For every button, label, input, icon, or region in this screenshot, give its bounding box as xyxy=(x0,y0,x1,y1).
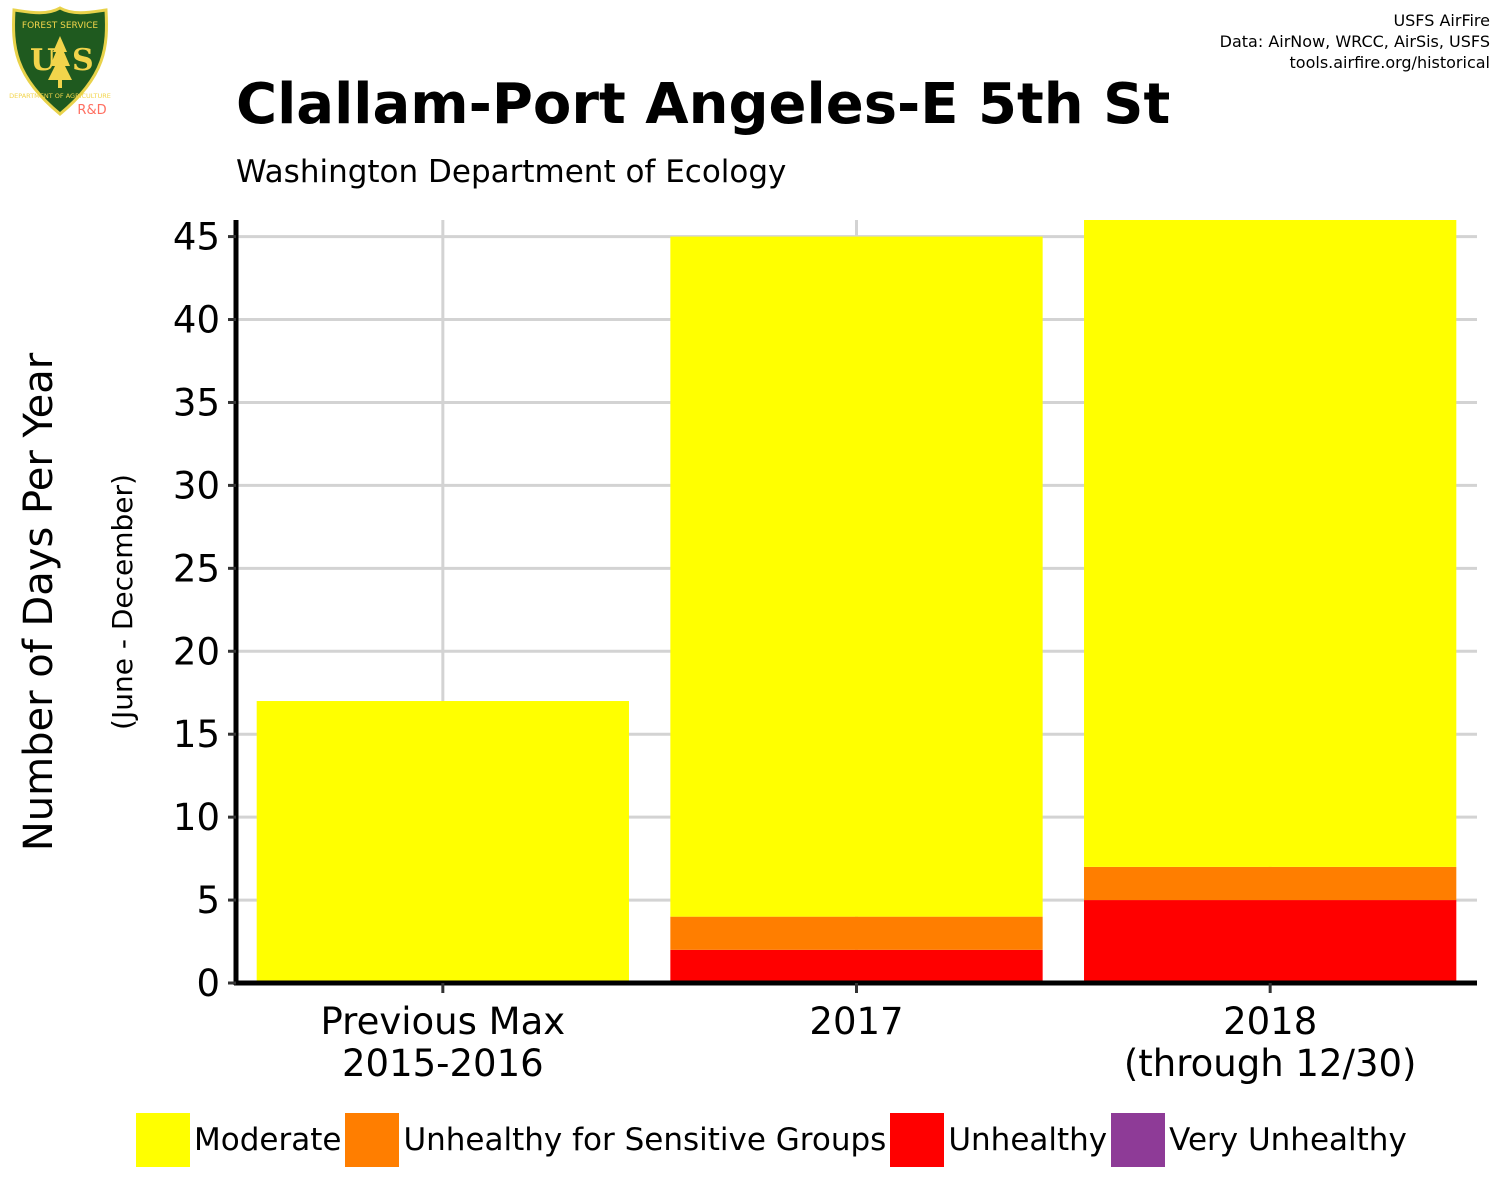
bar-segment xyxy=(670,916,1043,950)
credits: USFS AirFire Data: AirNow, WRCC, AirSis,… xyxy=(1220,10,1490,73)
legend-item: Unhealthy xyxy=(890,1113,1107,1167)
credit-line: tools.airfire.org/historical xyxy=(1289,53,1490,72)
legend-label: Unhealthy xyxy=(948,1122,1108,1158)
y-tick-label: 5 xyxy=(196,879,220,922)
legend-swatch xyxy=(345,1113,400,1167)
x-tick-label: 2017 xyxy=(809,1000,903,1043)
bar-segment xyxy=(670,949,1043,983)
logo-letter-s: S xyxy=(72,43,94,78)
bar-segment xyxy=(1084,220,1457,867)
y-tick-label: 0 xyxy=(196,962,220,1005)
logo-rd-text: R&D xyxy=(77,103,106,118)
x-tick-label: Previous Max xyxy=(321,1000,566,1043)
y-tick-label: 40 xyxy=(173,299,220,342)
y-tick-label: 20 xyxy=(173,630,220,673)
legend-swatch xyxy=(890,1113,945,1167)
legend-item: Moderate xyxy=(136,1113,341,1167)
chart-title: Clallam-Port Angeles-E 5th St xyxy=(236,72,1171,137)
y-tick-label: 30 xyxy=(173,464,220,507)
y-axis-title: Number of Days Per Year xyxy=(16,352,62,851)
x-tick-label: (through 12/30) xyxy=(1124,1042,1417,1085)
logo-bottom-text: DEPARTMENT OF AGRICULTURE xyxy=(9,92,111,100)
legend-item: Very Unhealthy xyxy=(1111,1113,1407,1167)
bar-segment xyxy=(1084,900,1457,983)
credit-line: Data: AirNow, WRCC, AirSis, USFS xyxy=(1219,32,1490,51)
legend-swatch xyxy=(1111,1113,1166,1167)
y-tick-label: 25 xyxy=(173,547,220,590)
y-tick-label: 10 xyxy=(173,796,220,839)
chart-subtitle: Washington Department of Ecology xyxy=(236,154,787,190)
legend-label: Moderate xyxy=(194,1122,342,1158)
logo-top-text: FOREST SERVICE xyxy=(22,21,99,31)
legend: Moderate Unhealthy for Sensitive Groups Un… xyxy=(136,1112,1411,1168)
legend-label: Unhealthy for Sensitive Groups xyxy=(403,1122,887,1158)
x-tick-label: 2015-2016 xyxy=(342,1042,544,1085)
legend-label: Very Unhealthy xyxy=(1169,1122,1407,1158)
credit-line: USFS AirFire xyxy=(1393,11,1490,30)
x-tick-label: 2018 xyxy=(1223,1000,1317,1043)
usfs-shield-logo: FOREST SERVICE U S DEPARTMENT OF AGRICUL… xyxy=(9,6,111,118)
bar-segment xyxy=(256,701,629,983)
logo-letter-u: U xyxy=(30,43,56,78)
y-tick-label: 35 xyxy=(173,381,220,424)
bar-segment xyxy=(670,236,1043,917)
legend-swatch xyxy=(136,1113,190,1167)
bar-segment xyxy=(1084,866,1457,901)
tree-icon xyxy=(48,36,72,88)
y-tick-label: 45 xyxy=(173,216,220,259)
legend-item: Unhealthy for Sensitive Groups xyxy=(345,1113,886,1167)
y-tick-label: 15 xyxy=(173,713,220,756)
y-axis-subtitle: (June - December) xyxy=(106,474,139,730)
